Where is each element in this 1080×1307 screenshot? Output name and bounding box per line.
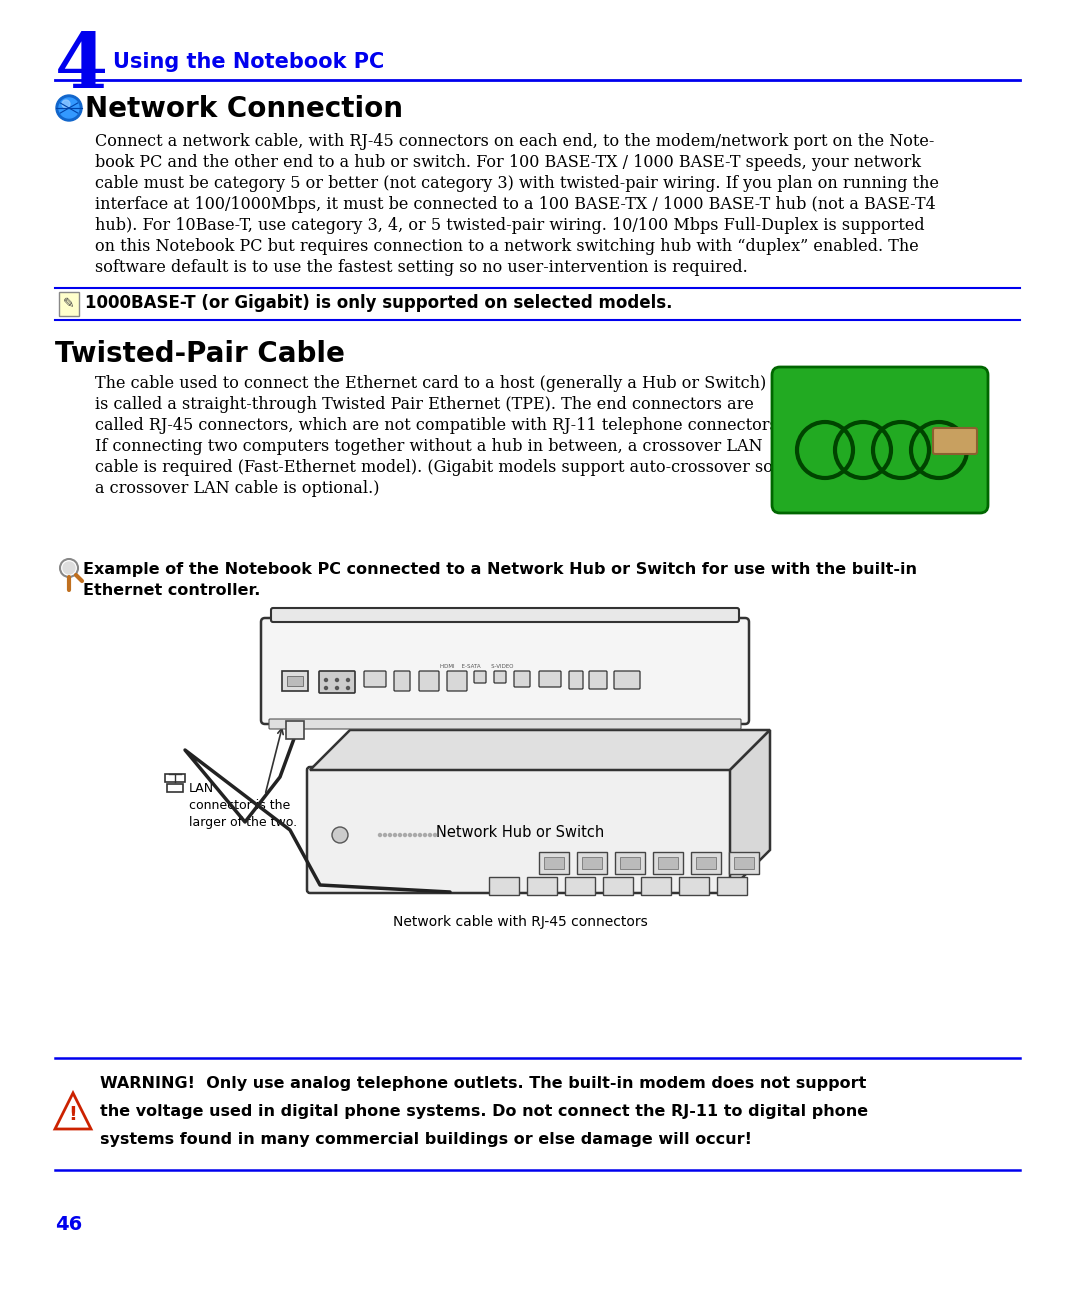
Text: Example of the Notebook PC connected to a Network Hub or Switch for use with the: Example of the Notebook PC connected to … [83, 562, 917, 576]
Circle shape [324, 686, 327, 690]
FancyBboxPatch shape [679, 877, 708, 895]
FancyBboxPatch shape [577, 852, 607, 874]
Text: interface at 100/1000Mbps, it must be connected to a 100 BASE-TX / 1000 BASE-T h: interface at 100/1000Mbps, it must be co… [95, 196, 935, 213]
Text: cable is required (Fast-Ethernet model). (Gigabit models support auto-crossover : cable is required (Fast-Ethernet model).… [95, 459, 773, 476]
FancyBboxPatch shape [603, 877, 633, 895]
FancyBboxPatch shape [261, 618, 750, 724]
Circle shape [332, 827, 348, 843]
FancyBboxPatch shape [615, 852, 645, 874]
FancyBboxPatch shape [165, 774, 185, 782]
FancyBboxPatch shape [447, 670, 467, 691]
FancyBboxPatch shape [539, 670, 561, 687]
FancyBboxPatch shape [364, 670, 386, 687]
Text: LAN
connector is the
larger of the two.: LAN connector is the larger of the two. [189, 782, 297, 829]
Circle shape [393, 834, 396, 836]
FancyBboxPatch shape [642, 877, 671, 895]
FancyBboxPatch shape [544, 857, 564, 869]
Text: Network cable with RJ-45 connectors: Network cable with RJ-45 connectors [393, 915, 647, 929]
Text: Network Hub or Switch: Network Hub or Switch [436, 825, 604, 840]
FancyBboxPatch shape [933, 427, 977, 454]
FancyBboxPatch shape [658, 857, 678, 869]
Circle shape [389, 834, 391, 836]
Text: Using the Notebook PC: Using the Notebook PC [113, 52, 384, 72]
Circle shape [408, 834, 411, 836]
FancyBboxPatch shape [582, 857, 602, 869]
FancyBboxPatch shape [717, 877, 747, 895]
Text: Ethernet controller.: Ethernet controller. [83, 583, 260, 599]
Circle shape [378, 834, 381, 836]
Circle shape [62, 101, 70, 108]
FancyBboxPatch shape [620, 857, 640, 869]
Circle shape [383, 834, 387, 836]
Text: !: ! [68, 1106, 78, 1124]
Text: WARNING!  Only use analog telephone outlets. The built-in modem does not support: WARNING! Only use analog telephone outle… [100, 1076, 866, 1091]
FancyBboxPatch shape [696, 857, 716, 869]
Circle shape [429, 834, 432, 836]
Text: Connect a network cable, with RJ-45 connectors on each end, to the modem/network: Connect a network cable, with RJ-45 conn… [95, 133, 934, 150]
Polygon shape [310, 731, 770, 770]
Text: cable must be category 5 or better (not category 3) with twisted-pair wiring. If: cable must be category 5 or better (not … [95, 175, 939, 192]
FancyBboxPatch shape [282, 670, 308, 691]
Text: software default is to use the fastest setting so no user-intervention is requir: software default is to use the fastest s… [95, 259, 747, 276]
Text: the voltage used in digital phone systems. Do not connect the RJ-11 to digital p: the voltage used in digital phone system… [100, 1104, 868, 1119]
Text: hub). For 10Base-T, use category 3, 4, or 5 twisted-pair wiring. 10/100 Mbps Ful: hub). For 10Base-T, use category 3, 4, o… [95, 217, 924, 234]
FancyBboxPatch shape [269, 719, 741, 729]
Circle shape [59, 98, 79, 118]
Circle shape [347, 686, 350, 690]
Text: 4: 4 [55, 30, 108, 105]
Circle shape [347, 678, 350, 681]
Text: If connecting two computers together without a hub in between, a crossover LAN: If connecting two computers together wit… [95, 438, 762, 455]
FancyBboxPatch shape [319, 670, 355, 693]
Polygon shape [55, 1093, 91, 1129]
FancyBboxPatch shape [527, 877, 557, 895]
FancyBboxPatch shape [729, 852, 759, 874]
Text: 1000BASE-T (or Gigabit) is only supported on selected models.: 1000BASE-T (or Gigabit) is only supporte… [85, 294, 673, 312]
FancyBboxPatch shape [307, 767, 733, 893]
Text: Twisted-Pair Cable: Twisted-Pair Cable [55, 340, 345, 369]
Circle shape [336, 678, 338, 681]
Polygon shape [730, 731, 770, 890]
FancyBboxPatch shape [419, 670, 438, 691]
FancyBboxPatch shape [653, 852, 683, 874]
Text: called RJ-45 connectors, which are not compatible with RJ-11 telephone connector: called RJ-45 connectors, which are not c… [95, 417, 783, 434]
FancyBboxPatch shape [615, 670, 640, 689]
FancyBboxPatch shape [539, 852, 569, 874]
FancyBboxPatch shape [734, 857, 754, 869]
Text: on this Notebook PC but requires connection to a network switching hub with “dup: on this Notebook PC but requires connect… [95, 238, 919, 255]
Circle shape [433, 834, 436, 836]
FancyBboxPatch shape [565, 877, 595, 895]
FancyBboxPatch shape [59, 291, 79, 316]
FancyBboxPatch shape [286, 721, 303, 738]
Circle shape [56, 95, 82, 122]
Text: is called a straight-through Twisted Pair Ethernet (TPE). The end connectors are: is called a straight-through Twisted Pai… [95, 396, 754, 413]
FancyBboxPatch shape [691, 852, 721, 874]
Text: a crossover LAN cable is optional.): a crossover LAN cable is optional.) [95, 480, 379, 497]
Circle shape [336, 686, 338, 690]
Circle shape [404, 834, 406, 836]
FancyBboxPatch shape [167, 784, 183, 792]
FancyBboxPatch shape [394, 670, 410, 691]
FancyBboxPatch shape [494, 670, 507, 684]
Circle shape [419, 834, 421, 836]
Text: HDMI    E-SATA      S-VIDEO: HDMI E-SATA S-VIDEO [440, 664, 513, 669]
Circle shape [423, 834, 427, 836]
Circle shape [63, 562, 75, 574]
Text: ✎: ✎ [64, 297, 75, 311]
FancyBboxPatch shape [569, 670, 583, 689]
FancyBboxPatch shape [271, 608, 739, 622]
Text: The cable used to connect the Ethernet card to a host (generally a Hub or Switch: The cable used to connect the Ethernet c… [95, 375, 766, 392]
Circle shape [414, 834, 417, 836]
FancyBboxPatch shape [287, 676, 303, 686]
Text: Network Connection: Network Connection [85, 95, 403, 123]
FancyBboxPatch shape [589, 670, 607, 689]
Circle shape [399, 834, 402, 836]
Text: 46: 46 [55, 1216, 82, 1234]
FancyBboxPatch shape [514, 670, 530, 687]
Text: book PC and the other end to a hub or switch. For 100 BASE-TX / 1000 BASE-T spee: book PC and the other end to a hub or sw… [95, 154, 921, 171]
Circle shape [324, 678, 327, 681]
FancyBboxPatch shape [772, 367, 988, 514]
Text: systems found in many commercial buildings or else damage will occur!: systems found in many commercial buildin… [100, 1132, 752, 1148]
FancyBboxPatch shape [474, 670, 486, 684]
FancyBboxPatch shape [489, 877, 519, 895]
